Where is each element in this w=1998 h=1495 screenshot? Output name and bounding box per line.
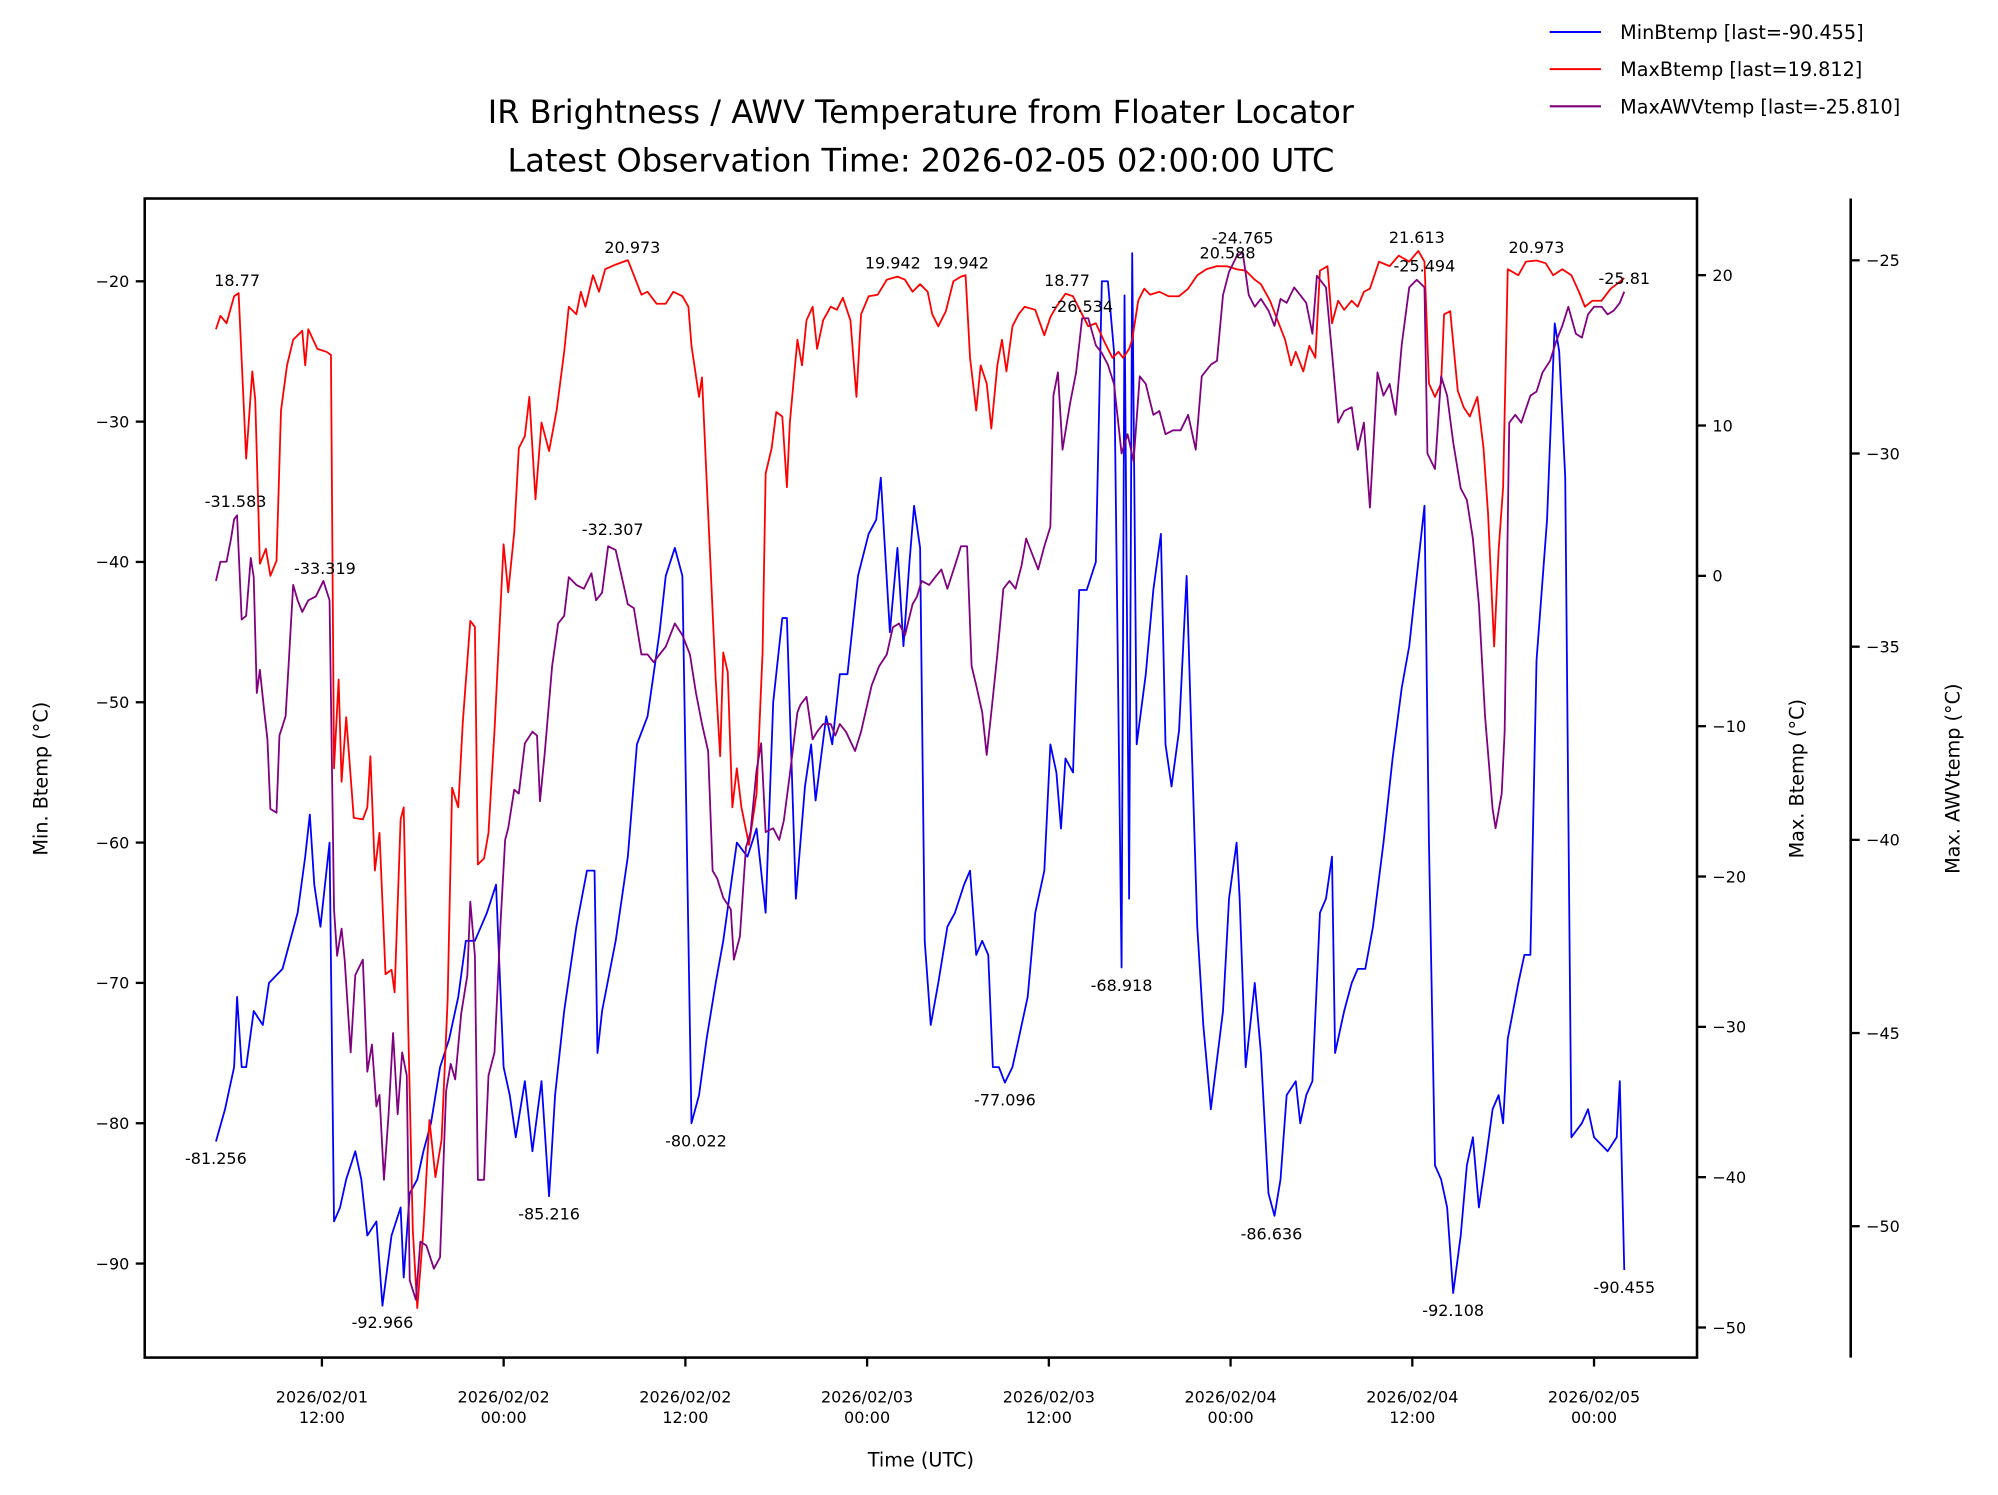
annotation-minbtemp: -68.918 [1091, 976, 1153, 995]
annotation-maxbtemp: 20.588 [1200, 244, 1256, 263]
third-y-tick-label: −25 [1866, 251, 1900, 270]
annotation-maxbtemp: 20.973 [1508, 238, 1564, 257]
third-y-tick-label: −50 [1866, 1217, 1900, 1236]
annotation-maxbtemp: 18.77 [1044, 271, 1090, 290]
chart-title-line-2: Latest Observation Time: 2026-02-05 02:0… [507, 142, 1334, 180]
x-tick-label: 2026/02/04 12:00 [1366, 1387, 1458, 1426]
chart-title-line-1: IR Brightness / AWV Temperature from Flo… [488, 93, 1355, 131]
left-y-tick-label: −50 [96, 693, 130, 712]
annotation-minbtemp: -85.216 [518, 1204, 580, 1223]
annotation-maxawvtemp: -33.319 [294, 559, 356, 578]
legend-label-maxbtemp: MaxBtemp [last=19.812] [1620, 58, 1862, 81]
annotation-maxawvtemp: -24.765 [1212, 229, 1274, 248]
annotation-maxbtemp: 19.942 [865, 253, 921, 272]
legend-label-minbtemp: MinBtemp [last=-90.455] [1620, 21, 1863, 44]
right-y-tick-label: −30 [1712, 1018, 1746, 1037]
right-y-tick-label: −10 [1712, 717, 1746, 736]
plot-area: -81.256 -92.966 -85.216 -80.022 -77.096 -68.9… [185, 228, 1655, 1332]
legend-label-maxawvtemp: MaxAWVtemp [last=-25.810] [1620, 95, 1900, 118]
annotation-maxawvtemp: -26.534 [1051, 297, 1113, 316]
annotation-maxawvtemp: -32.307 [582, 520, 644, 539]
right-y-tick-label: 20 [1712, 266, 1732, 285]
annotation-minbtemp: -77.096 [974, 1091, 1036, 1110]
plot-frame [143, 197, 1699, 1359]
x-tick-label: 2026/02/05 00:00 [1548, 1387, 1640, 1426]
right-y-tick-label: 0 [1712, 567, 1722, 586]
annotation-minbtemp: -90.455 [1593, 1278, 1655, 1297]
x-tick-label: 2026/02/03 00:00 [821, 1387, 913, 1426]
left-y-tick-label: −90 [96, 1254, 130, 1273]
annotation-maxawvtemp: -31.583 [205, 492, 267, 511]
annotation-maxawvtemp: -25.81 [1599, 269, 1651, 288]
third-y-axis-label: Max. AWVtemp (°C) [1942, 683, 1965, 873]
third-y-tick-label: −45 [1866, 1024, 1900, 1043]
annotation-minbtemp: -92.966 [352, 1313, 414, 1332]
left-y-tick-label: −70 [96, 974, 130, 993]
series-line-minbtemp [215, 252, 1626, 1307]
x-tick-label: 2026/02/02 00:00 [458, 1387, 550, 1426]
annotation-maxbtemp: 20.973 [604, 238, 660, 257]
series-line-maxawvtemp [215, 251, 1626, 1301]
annotation-maxbtemp: 18.77 [214, 271, 260, 290]
left-y-tick-label: −80 [96, 1114, 130, 1133]
right-y-tick-label: −20 [1712, 867, 1746, 886]
left-y-tick-label: −20 [96, 272, 130, 291]
third-y-tick-label: −30 [1866, 444, 1900, 463]
annotation-maxbtemp: 21.613 [1389, 228, 1445, 247]
annotation-maxawvtemp: -25.494 [1394, 257, 1456, 276]
annotation-minbtemp: -86.636 [1241, 1224, 1303, 1243]
right-y-tick-label: −40 [1712, 1168, 1746, 1187]
left-y-axis-label: Min. Btemp (°C) [29, 702, 52, 856]
left-y-tick-label: −60 [96, 833, 130, 852]
legend: MinBtemp [last=-90.455] MaxBtemp [last=19… [1549, 21, 1900, 118]
x-tick-label: 2026/02/04 00:00 [1184, 1387, 1276, 1426]
series-line-maxbtemp [215, 249, 1625, 1309]
annotation-minbtemp: -92.108 [1422, 1301, 1484, 1320]
x-tick-label: 2026/02/01 12:00 [276, 1387, 368, 1426]
x-tick-label: 2026/02/02 12:00 [639, 1387, 731, 1426]
left-y-tick-label: −30 [96, 412, 130, 431]
annotation-minbtemp: -81.256 [185, 1149, 247, 1168]
left-y-tick-label: −40 [96, 553, 130, 572]
x-tick-label: 2026/02/03 12:00 [1003, 1387, 1095, 1426]
third-y-tick-label: −35 [1866, 637, 1900, 656]
right-y-tick-label: −50 [1712, 1318, 1746, 1337]
annotation-minbtemp: -80.022 [665, 1132, 727, 1151]
right-y-tick-label: 10 [1712, 416, 1732, 435]
right-y-axis-label: Max. Btemp (°C) [1785, 699, 1808, 858]
annotation-maxbtemp: 19.942 [933, 253, 989, 272]
third-y-tick-label: −40 [1866, 831, 1900, 850]
x-axis-label: Time (UTC) [867, 1448, 974, 1471]
